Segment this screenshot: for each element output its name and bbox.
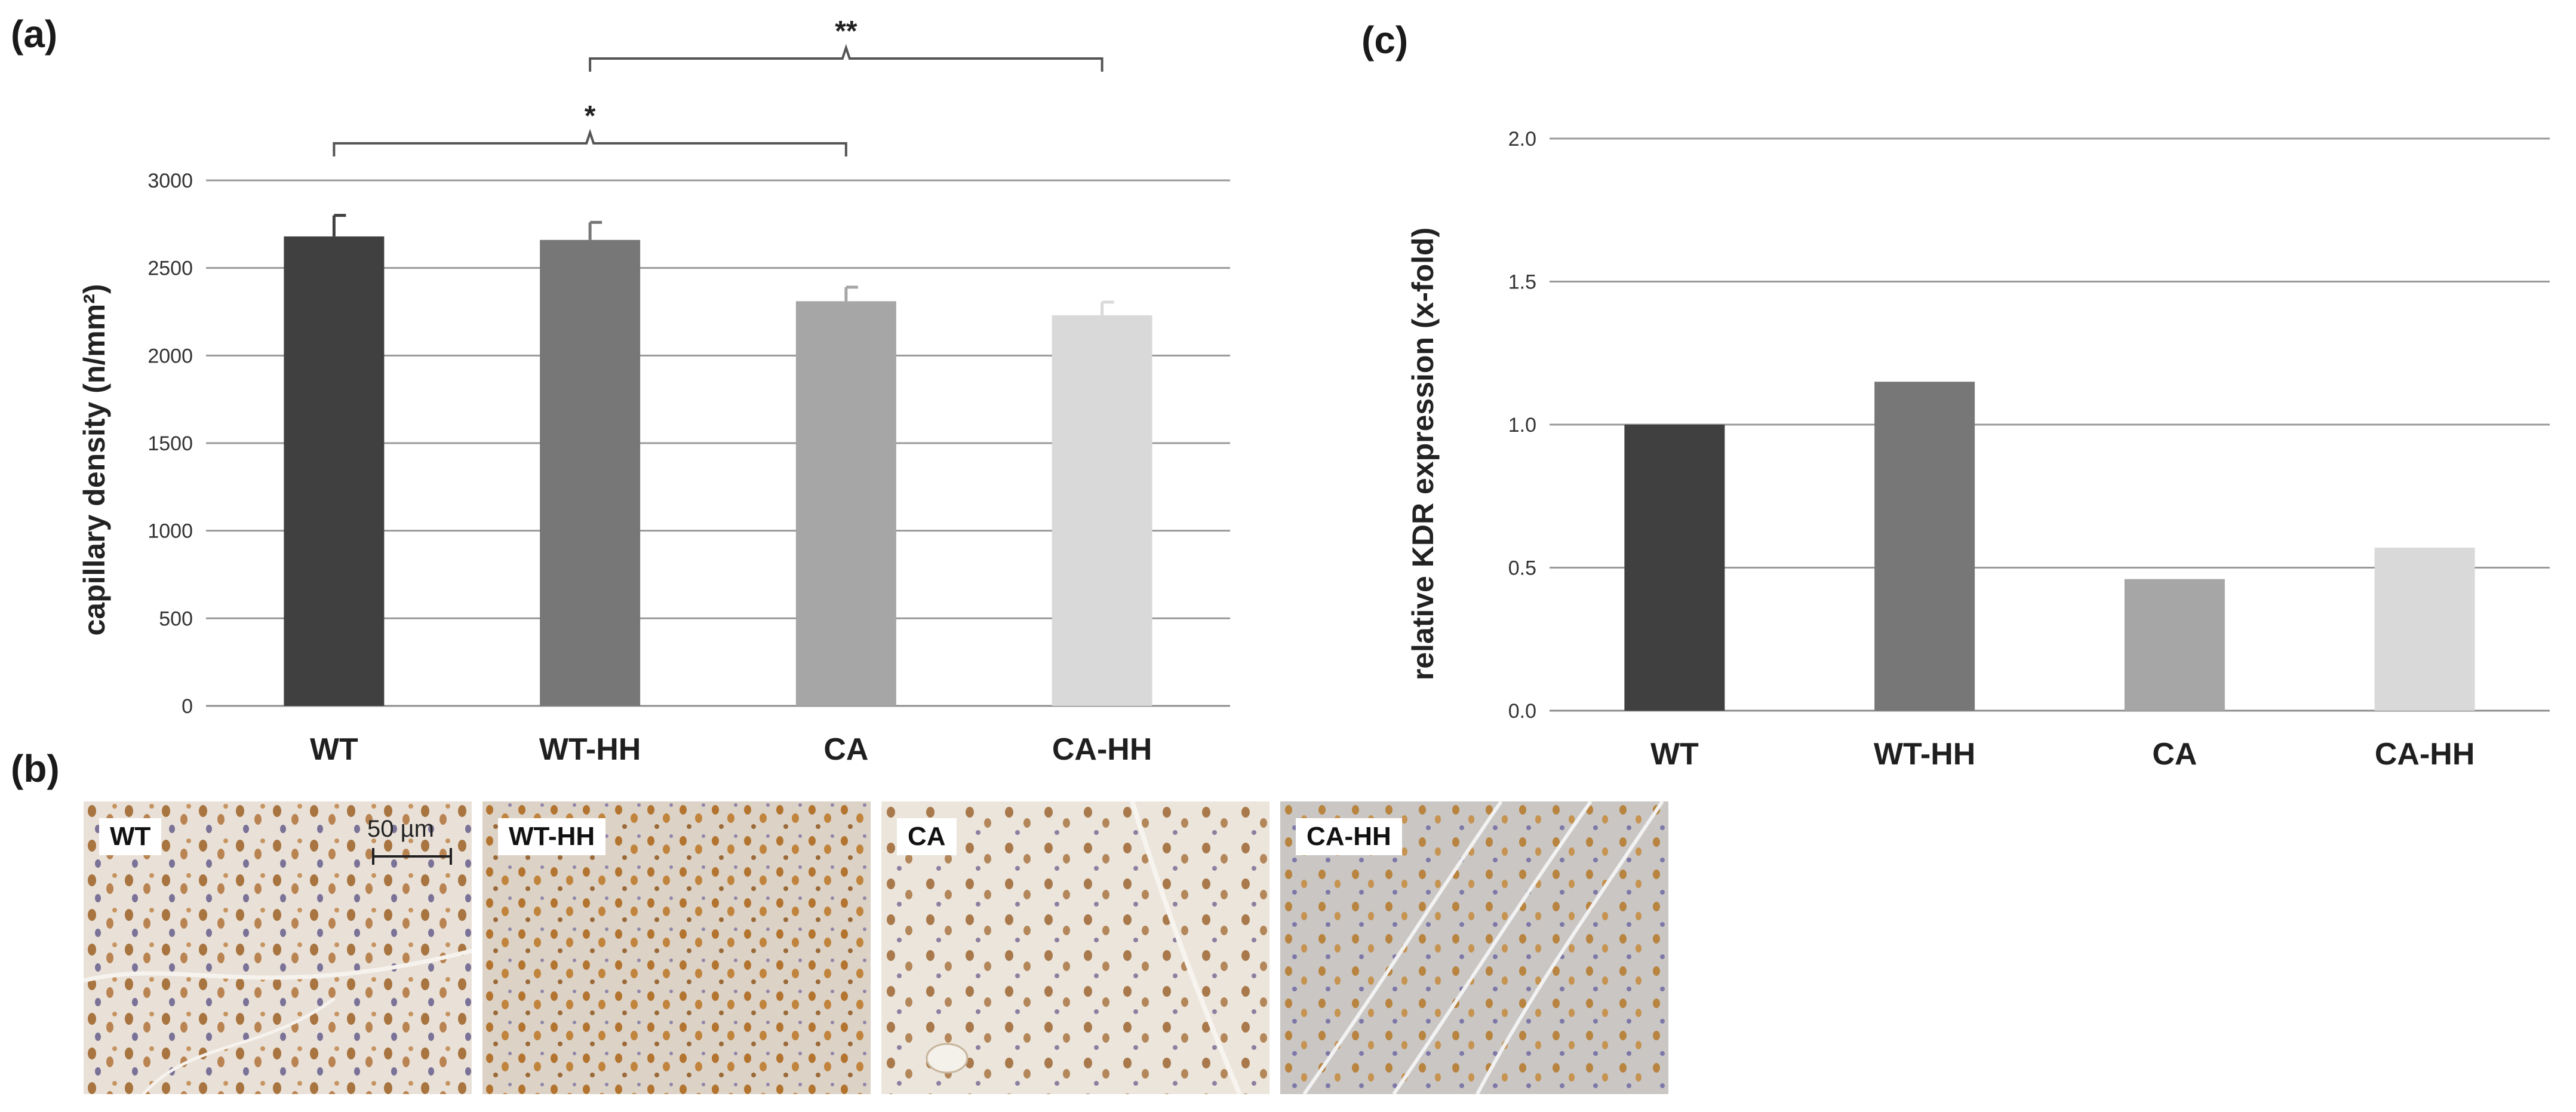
- x-tick-label: CA: [823, 732, 868, 767]
- y-tick-label: 1.0: [1508, 414, 1536, 437]
- y-tick-label: 0.5: [1508, 557, 1536, 580]
- x-tick-label: CA: [2152, 737, 2197, 772]
- micrograph-label-ca: CA: [897, 818, 957, 855]
- bar-ca-hh: [1052, 315, 1152, 706]
- y-tick-label: 1500: [147, 432, 193, 455]
- y-tick-label: 500: [159, 607, 193, 630]
- x-tick-label: WT-HH: [1874, 737, 1975, 772]
- bars: [1624, 382, 2475, 711]
- y-tick-label: 1.5: [1508, 271, 1536, 294]
- chart-kdr-expression: 0.0 0.5 1.0 1.5 2.0 WT WT-HH CA CA-HH relative …: [1406, 128, 2550, 772]
- y-tick-label: 0.0: [1508, 700, 1536, 723]
- y-tick-label: 1000: [147, 520, 193, 543]
- micrograph-label-wt: WT: [99, 818, 162, 855]
- significance-marker: *: [585, 100, 596, 132]
- significance-brackets: ***: [333, 16, 1103, 156]
- bar-wt-hh: [540, 239, 641, 706]
- panel-label-b: (b): [11, 747, 60, 790]
- x-tick-label: CA-HH: [2375, 737, 2475, 772]
- y-tick-labels: 0.0 0.5 1.0 1.5 2.0: [1508, 128, 1536, 723]
- x-tick-label: CA-HH: [1052, 732, 1152, 767]
- y-axis-label: capillary density (n/mm²): [78, 284, 111, 635]
- x-tick-labels: WT WT-HH CA CA-HH: [1650, 737, 2474, 772]
- panel-label-c: (c): [1361, 19, 1409, 62]
- micrograph-ca: CA: [881, 801, 1269, 1094]
- micrograph-wt: WT 50 µm: [84, 801, 472, 1094]
- bar-wt: [284, 236, 385, 706]
- x-tick-label: WT-HH: [539, 732, 641, 767]
- micrograph-wt-hh: WT-HH: [482, 801, 871, 1094]
- bar-wt-hh: [1874, 382, 1975, 711]
- y-tick-label: 2000: [147, 345, 193, 367]
- bar-ca: [795, 301, 896, 706]
- x-tick-label: WT: [1650, 737, 1699, 772]
- bar-ca-hh: [2374, 547, 2475, 711]
- significance-bracket: [333, 128, 847, 156]
- panel-label-a: (a): [11, 13, 58, 56]
- y-tick-label: 0: [182, 695, 193, 718]
- y-axis-label: relative KDR expression (x-fold): [1406, 228, 1440, 681]
- significance-bracket: [589, 44, 1103, 72]
- micrograph-ca-hh: CA-HH: [1280, 801, 1668, 1094]
- micrograph-label-ca-hh: CA-HH: [1296, 818, 1402, 855]
- error-bars: [332, 214, 1114, 315]
- y-tick-label: 3000: [147, 170, 193, 192]
- bars: [284, 236, 1152, 706]
- y-tick-label: 2.0: [1508, 128, 1536, 150]
- y-tick-labels: 0 500 1000 1500 2000 2500 3000: [147, 170, 193, 718]
- significance-marker: **: [835, 16, 857, 47]
- x-tick-label: WT: [310, 732, 358, 767]
- y-tick-label: 2500: [147, 257, 193, 280]
- micrograph-label-wt-hh: WT-HH: [498, 818, 606, 855]
- bar-ca: [2124, 579, 2225, 711]
- scale-bar-label: 50 µm: [367, 816, 434, 842]
- scale-bar: [372, 848, 452, 865]
- bar-wt: [1624, 425, 1725, 711]
- x-tick-labels: WT WT-HH CA CA-HH: [310, 732, 1152, 767]
